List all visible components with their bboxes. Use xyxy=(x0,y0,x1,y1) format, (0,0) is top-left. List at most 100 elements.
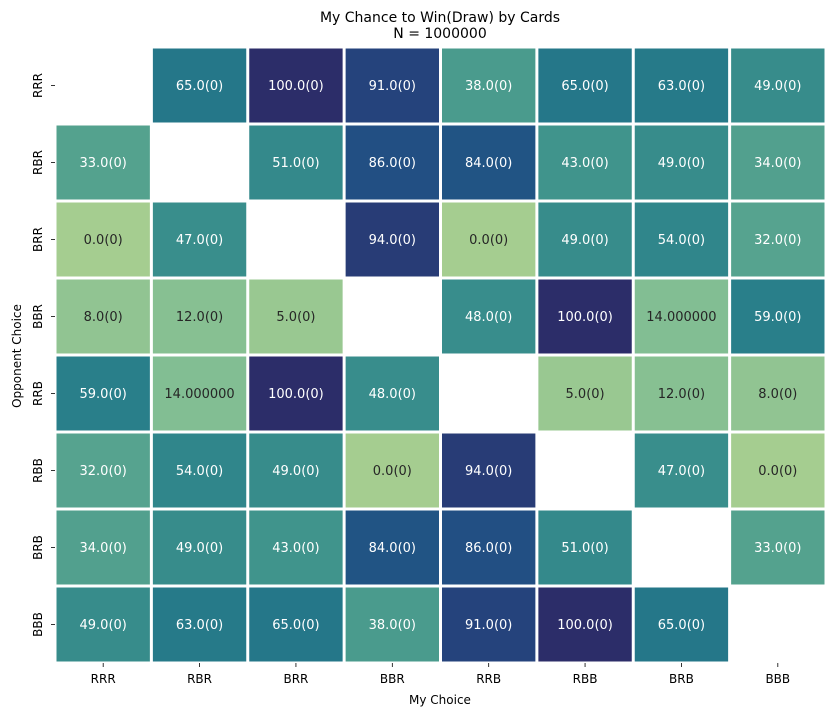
chart-subtitle: N = 1000000 xyxy=(393,26,486,42)
heatmap-cell-label: 49.0(0) xyxy=(561,233,608,248)
heatmap-cell-label: 38.0(0) xyxy=(369,618,416,633)
y-tick-label: RRB xyxy=(31,381,45,406)
heatmap-cell xyxy=(731,356,825,431)
y-tick-label: BBB xyxy=(31,612,45,637)
heatmap-cell-label: 12.0(0) xyxy=(658,387,705,402)
heatmap-cell-label: 63.0(0) xyxy=(658,79,705,94)
heatmap-cell xyxy=(56,433,150,508)
heatmap-cell xyxy=(442,202,536,277)
heatmap-cell xyxy=(538,48,632,123)
heatmap-cell-label: 86.0(0) xyxy=(369,156,416,171)
heatmap-cell-label: 51.0(0) xyxy=(561,541,608,556)
x-tick-label: RBB xyxy=(573,672,598,686)
heatmap-cell xyxy=(634,279,729,354)
heatmap-cell xyxy=(56,125,150,200)
y-tick-label: RRR xyxy=(31,73,45,98)
heatmap-cell xyxy=(634,433,729,508)
heatmap-cell xyxy=(249,510,343,585)
heatmap-cell xyxy=(249,279,343,354)
x-tick-label: RRR xyxy=(91,672,116,686)
heatmap-cell xyxy=(152,433,247,508)
heatmap-cell-label: 5.0(0) xyxy=(276,310,315,325)
heatmap-cell xyxy=(538,356,632,431)
heatmap-cell-label: 12.0(0) xyxy=(176,310,223,325)
heatmap-cell xyxy=(249,125,343,200)
heatmap-cell-label: 34.0(0) xyxy=(754,156,801,171)
heatmap-cell xyxy=(56,587,150,662)
heatmap-cell-label: 38.0(0) xyxy=(465,79,512,94)
heatmap-cell-label: 0.0(0) xyxy=(84,233,123,248)
heatmap-cell xyxy=(249,433,343,508)
x-tick-label: RRB xyxy=(476,672,501,686)
heatmap-cell-label: 65.0(0) xyxy=(658,618,705,633)
heatmap-cell xyxy=(634,587,729,662)
heatmap-cell xyxy=(56,510,150,585)
heatmap-cell xyxy=(634,48,729,123)
heatmap-cell xyxy=(152,356,247,431)
heatmap-cell-label: 63.0(0) xyxy=(176,618,223,633)
heatmap-cell-label: 33.0(0) xyxy=(754,541,801,556)
heatmap-cell xyxy=(442,510,536,585)
heatmap-cell-label: 84.0(0) xyxy=(369,541,416,556)
heatmap-cell xyxy=(345,202,439,277)
heatmap-cell xyxy=(152,587,247,662)
heatmap-cell xyxy=(345,587,439,662)
heatmap-cell xyxy=(56,202,150,277)
heatmap-cell-label: 49.0(0) xyxy=(272,464,319,479)
heatmap-cell-label: 8.0(0) xyxy=(758,387,797,402)
heatmap-cell xyxy=(442,433,536,508)
heatmap-cell xyxy=(634,202,729,277)
heatmap-cell-label: 5.0(0) xyxy=(566,387,605,402)
heatmap-cell xyxy=(538,279,632,354)
heatmap-cell xyxy=(152,510,247,585)
heatmap-cell xyxy=(731,202,825,277)
y-axis-ticks: RRR RBR BRR BBR RRB RBB BRB BBB xyxy=(31,73,55,637)
heatmap-cell xyxy=(538,587,632,662)
heatmap-cell-label: 0.0(0) xyxy=(373,464,412,479)
x-tick-label: BBR xyxy=(380,672,405,686)
heatmap-cell-label: 94.0(0) xyxy=(369,233,416,248)
heatmap-cell xyxy=(538,125,632,200)
y-tick-label: RBR xyxy=(31,150,45,175)
heatmap-cell-label: 43.0(0) xyxy=(561,156,608,171)
heatmap-cell xyxy=(442,48,536,123)
heatmap-cell xyxy=(442,587,536,662)
heatmap-cell xyxy=(731,433,825,508)
x-axis-label: My Choice xyxy=(409,693,471,707)
heatmap-cell-label: 49.0(0) xyxy=(754,79,801,94)
heatmap-cell xyxy=(345,510,439,585)
heatmap-cell xyxy=(345,356,439,431)
x-tick-label: RBR xyxy=(187,672,212,686)
heatmap-cell-label: 14.000000 xyxy=(164,387,234,402)
heatmap-cell-label: 14.000000 xyxy=(646,310,716,325)
heatmap-cell xyxy=(731,125,825,200)
heatmap-cell xyxy=(731,48,825,123)
heatmap-cell-label: 49.0(0) xyxy=(176,541,223,556)
heatmap-cell xyxy=(152,202,247,277)
heatmap-cell xyxy=(731,279,825,354)
heatmap-cell-label: 91.0(0) xyxy=(465,618,512,633)
heatmap-cell-label: 47.0(0) xyxy=(176,233,223,248)
y-tick-label: RBB xyxy=(31,458,45,483)
y-tick-label: BRR xyxy=(31,227,45,252)
heatmap-cell-label: 0.0(0) xyxy=(758,464,797,479)
heatmap-cell-label: 100.0(0) xyxy=(557,310,613,325)
heatmap-cells: 65.0(0) 100.0(0) 91.0(0) 38.0(0) 65.0(0) 63.0… xyxy=(56,48,825,662)
heatmap-cell-label: 65.0(0) xyxy=(176,79,223,94)
y-tick-label: BBR xyxy=(31,304,45,329)
heatmap-cell-label: 51.0(0) xyxy=(272,156,319,171)
heatmap-cell-label: 65.0(0) xyxy=(272,618,319,633)
heatmap-cell-label: 59.0(0) xyxy=(80,387,127,402)
heatmap-cell xyxy=(634,125,729,200)
heatmap-cell-label: 86.0(0) xyxy=(465,541,512,556)
heatmap-cell-label: 54.0(0) xyxy=(176,464,223,479)
chart-title: My Chance to Win(Draw) by Cards xyxy=(320,10,560,26)
x-tick-label: BBB xyxy=(765,672,790,686)
heatmap-cell-label: 65.0(0) xyxy=(561,79,608,94)
heatmap-cell xyxy=(152,48,247,123)
heatmap-cell-label: 8.0(0) xyxy=(84,310,123,325)
heatmap-cell xyxy=(152,279,247,354)
heatmap-cell-label: 43.0(0) xyxy=(272,541,319,556)
heatmap-cell-label: 33.0(0) xyxy=(80,156,127,171)
heatmap-cell-label: 100.0(0) xyxy=(268,79,324,94)
